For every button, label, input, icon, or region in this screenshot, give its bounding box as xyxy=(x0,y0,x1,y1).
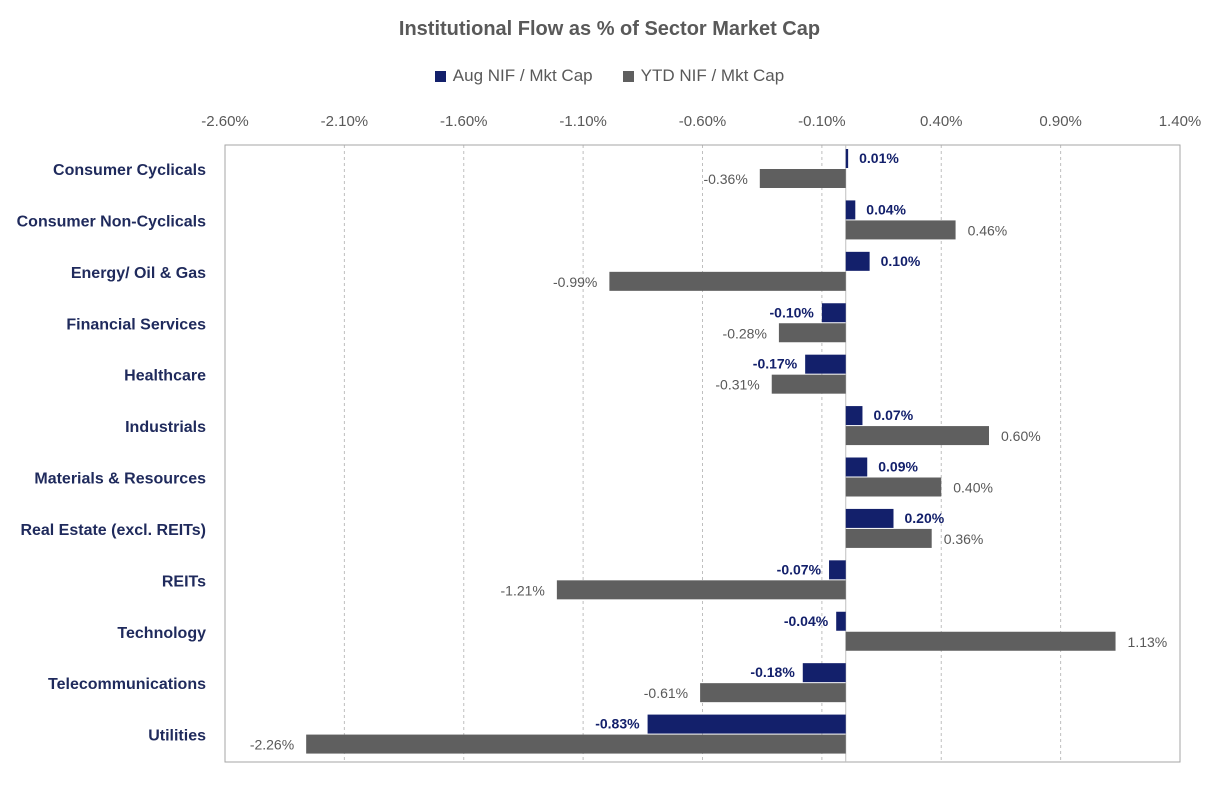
bar-aug xyxy=(845,251,870,271)
data-label-aug: 0.07% xyxy=(873,407,913,423)
category-label: Energy/ Oil & Gas xyxy=(71,265,206,282)
x-tick-label: -0.10% xyxy=(798,113,846,130)
x-tick-label: -2.10% xyxy=(321,113,369,130)
x-tick-label: 1.40% xyxy=(1159,113,1202,130)
data-label-ytd: 1.13% xyxy=(1128,634,1168,650)
data-label-ytd: -2.26% xyxy=(250,737,294,753)
bar-ytd xyxy=(845,426,989,446)
category-label: Consumer Non-Cyclicals xyxy=(17,213,206,230)
data-label-aug: 0.09% xyxy=(878,459,918,475)
data-label-aug: -0.04% xyxy=(784,613,829,629)
bar-ytd xyxy=(771,374,846,394)
data-label-aug: -0.10% xyxy=(770,304,815,320)
data-label-ytd: -1.21% xyxy=(501,582,545,598)
legend-swatch-aug xyxy=(434,70,446,82)
category-label: Technology xyxy=(117,625,206,642)
data-label-ytd: -0.31% xyxy=(715,377,759,393)
bar-ytd xyxy=(759,169,846,188)
legend-item-aug: Aug NIF / Mkt Cap xyxy=(434,66,593,86)
plot-frame xyxy=(224,144,1181,763)
data-label-aug: 0.20% xyxy=(905,510,945,526)
data-label-ytd: -0.36% xyxy=(703,171,747,187)
bar-aug xyxy=(845,406,863,426)
bar-aug xyxy=(802,663,846,683)
bar-aug xyxy=(647,714,846,734)
data-label-aug: -0.17% xyxy=(753,356,798,372)
data-label-ytd: 0.46% xyxy=(968,222,1008,238)
data-label-ytd: -0.28% xyxy=(723,325,767,341)
bar-ytd xyxy=(700,683,846,703)
data-label-aug: 0.01% xyxy=(859,150,899,166)
x-tick-label: 0.90% xyxy=(1039,113,1082,130)
bar-ytd xyxy=(306,734,846,754)
data-label-ytd: -0.99% xyxy=(553,274,597,290)
category-label: Real Estate (excl. REITs) xyxy=(20,522,206,539)
bar-ytd xyxy=(778,323,846,343)
bar-ytd xyxy=(609,271,846,291)
category-label: Consumer Cyclicals xyxy=(53,162,206,179)
bar-aug xyxy=(821,303,846,323)
category-label: Healthcare xyxy=(124,368,206,385)
data-label-ytd: 0.36% xyxy=(944,531,984,547)
bar-aug xyxy=(845,149,849,168)
category-label: Utilities xyxy=(148,728,206,745)
x-tick-label: 0.40% xyxy=(920,113,963,130)
bar-aug xyxy=(829,560,846,580)
legend-label-aug: Aug NIF / Mkt Cap xyxy=(452,66,593,85)
bar-aug xyxy=(836,611,846,631)
data-label-aug: -0.83% xyxy=(595,716,640,732)
x-tick-label: -1.10% xyxy=(559,113,607,130)
x-tick-label: -0.60% xyxy=(679,113,727,130)
x-tick-label: -1.60% xyxy=(440,113,488,130)
bar-ytd xyxy=(845,631,1116,651)
data-label-ytd: 0.40% xyxy=(953,480,993,496)
data-label-aug: -0.07% xyxy=(777,561,822,577)
category-label: Financial Services xyxy=(66,316,206,333)
data-label-aug: -0.18% xyxy=(750,664,795,680)
data-label-ytd: 0.60% xyxy=(1001,428,1041,444)
chart-title: Institutional Flow as % of Sector Market… xyxy=(398,18,821,40)
legend-item-ytd: YTD NIF / Mkt Cap xyxy=(622,66,785,86)
bar-aug xyxy=(845,508,894,528)
legend: Aug NIF / Mkt Cap YTD NIF / Mkt Cap xyxy=(0,66,1219,86)
bar-aug xyxy=(845,200,856,220)
x-tick-label: -2.60% xyxy=(201,113,249,130)
bar-ytd xyxy=(845,477,942,497)
bar-ytd xyxy=(845,528,932,548)
legend-swatch-ytd xyxy=(622,70,634,82)
category-label: REITs xyxy=(162,573,206,590)
data-label-ytd: -0.61% xyxy=(644,685,688,701)
bar-ytd xyxy=(556,580,846,600)
category-label: Industrials xyxy=(125,419,206,436)
bar-aug xyxy=(805,354,846,374)
legend-label-ytd: YTD NIF / Mkt Cap xyxy=(640,66,785,85)
bar-aug xyxy=(845,457,868,477)
bar-ytd xyxy=(845,220,956,240)
data-label-aug: 0.10% xyxy=(881,253,921,269)
category-label: Materials & Resources xyxy=(34,471,206,488)
data-label-aug: 0.04% xyxy=(866,201,906,217)
category-label: Telecommunications xyxy=(48,676,206,693)
